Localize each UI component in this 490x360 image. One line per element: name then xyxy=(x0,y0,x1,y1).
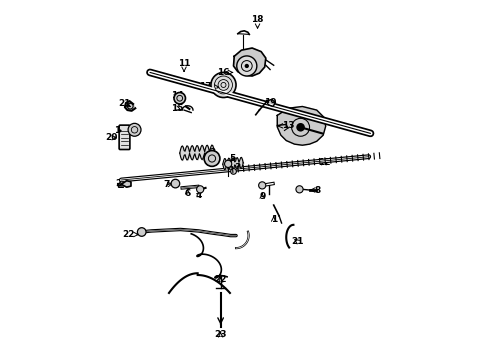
Text: 23: 23 xyxy=(214,330,227,339)
Text: 17: 17 xyxy=(199,82,219,91)
Circle shape xyxy=(174,93,186,104)
Circle shape xyxy=(224,160,232,167)
Text: 22: 22 xyxy=(214,275,227,284)
Text: 8: 8 xyxy=(311,185,320,194)
Text: 22: 22 xyxy=(122,230,138,239)
Polygon shape xyxy=(234,48,266,76)
Circle shape xyxy=(128,123,141,136)
Text: 24: 24 xyxy=(115,179,127,188)
Text: 13: 13 xyxy=(278,121,294,130)
Text: 10: 10 xyxy=(114,126,126,135)
Text: 18: 18 xyxy=(251,15,264,28)
Circle shape xyxy=(196,186,204,193)
Text: 21: 21 xyxy=(119,99,131,108)
Text: 3: 3 xyxy=(234,163,240,172)
Text: 14: 14 xyxy=(171,91,183,100)
Text: 12: 12 xyxy=(318,158,330,167)
Polygon shape xyxy=(125,101,135,111)
Circle shape xyxy=(237,56,257,76)
Polygon shape xyxy=(277,107,326,145)
Circle shape xyxy=(211,72,236,98)
Circle shape xyxy=(137,228,146,236)
Circle shape xyxy=(245,64,249,68)
Circle shape xyxy=(296,186,303,193)
Text: 11: 11 xyxy=(178,59,190,71)
Text: 16: 16 xyxy=(217,68,233,77)
Text: 19: 19 xyxy=(258,98,276,107)
Text: 2: 2 xyxy=(209,148,215,157)
Text: 5: 5 xyxy=(229,154,236,163)
Polygon shape xyxy=(267,99,275,107)
Text: 9: 9 xyxy=(259,192,266,201)
Text: 20: 20 xyxy=(105,133,118,142)
Text: 1: 1 xyxy=(270,215,277,224)
Text: 6: 6 xyxy=(185,189,191,198)
Polygon shape xyxy=(122,181,131,187)
Circle shape xyxy=(171,179,180,188)
FancyBboxPatch shape xyxy=(119,125,130,149)
Circle shape xyxy=(231,168,236,174)
Text: 7: 7 xyxy=(164,180,173,189)
Circle shape xyxy=(204,150,220,166)
Circle shape xyxy=(119,130,122,132)
Text: 4: 4 xyxy=(195,190,201,199)
Circle shape xyxy=(259,182,266,189)
Text: 21: 21 xyxy=(292,237,304,246)
Circle shape xyxy=(296,123,305,132)
Text: 15: 15 xyxy=(171,104,183,113)
